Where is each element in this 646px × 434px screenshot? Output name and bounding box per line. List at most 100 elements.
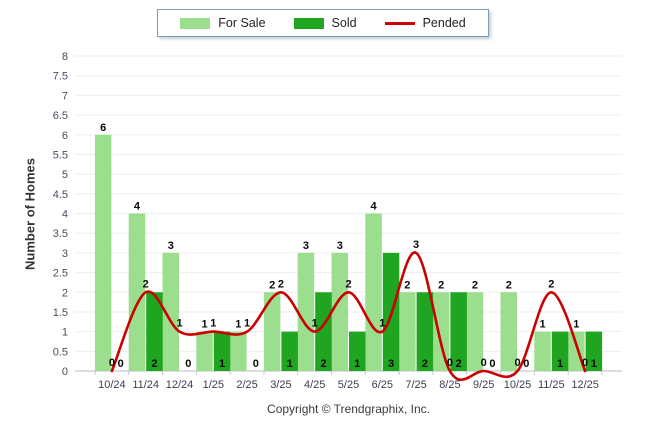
value-label-for-sale: 3 [337,240,343,252]
x-axis-label: 12/24 [166,379,194,391]
value-label-for-sale: 3 [168,240,174,252]
bar-sold[interactable] [349,331,366,371]
value-label-for-sale: 2 [404,279,410,291]
bar-sold[interactable] [551,331,569,371]
value-label-for-sale: 2 [472,279,478,291]
bar-sold[interactable] [213,331,231,371]
x-axis-label: 11/25 [538,379,565,391]
value-label-sold: 1 [287,358,293,370]
bar-sold[interactable] [315,292,332,371]
value-label-pended: 3 [413,239,419,251]
value-label-sold: 2 [320,358,326,370]
bar-for-sale[interactable] [399,292,416,371]
value-label-for-sale: 3 [303,240,309,252]
bar-for-sale[interactable] [365,213,382,372]
y-tick-label: 6 [62,130,68,142]
bar-for-sale[interactable] [331,252,349,371]
bar-for-sale[interactable] [196,331,213,371]
bar-for-sale[interactable] [162,252,180,371]
y-tick-label: 2 [62,287,68,299]
value-label-for-sale: 4 [370,201,377,213]
value-label-sold: 2 [422,358,428,370]
value-label-pended: 0 [582,357,588,369]
value-label-pended: 0 [447,357,453,369]
y-tick-label: 3.5 [53,228,68,240]
value-label-sold: 1 [557,358,563,370]
legend-item-sold[interactable]: Sold [293,16,357,30]
bar-for-sale[interactable] [500,292,518,371]
x-axis-label: 9/25 [473,379,494,391]
bar-for-sale[interactable] [534,331,551,371]
value-label-for-sale: 2 [506,279,512,291]
value-label-sold: 1 [354,358,360,370]
bar-for-sale[interactable] [128,213,146,372]
value-label-sold: 2 [151,358,157,370]
value-label-for-sale: 1 [235,319,241,331]
y-tick-label: 1.5 [53,307,68,319]
value-label-sold: 0 [118,358,124,370]
bar-sold[interactable] [585,331,603,371]
bar-for-sale[interactable] [230,331,247,371]
pended-line-swatch-icon [384,21,415,25]
value-label-for-sale: 4 [134,201,141,213]
y-tick-label: 1 [62,327,68,339]
value-label-pended: 1 [176,318,182,330]
bar-sold[interactable] [281,331,298,371]
value-label-pended: 1 [312,318,318,330]
x-axis-label: 11/24 [132,379,159,391]
value-label-for-sale: 6 [100,122,106,134]
x-axis-label: 1/25 [203,379,224,391]
y-tick-label: 0 [62,366,68,378]
bar-sold[interactable] [450,292,467,371]
x-axis-label: 4/25 [304,379,325,391]
copyright-text: Copyright © Trendgraphix, Inc. [267,402,430,416]
x-axis-label: 5/25 [338,379,359,391]
value-label-for-sale: 1 [573,319,579,331]
sold-swatch-icon [293,17,324,29]
x-axis-label: 12/25 [571,379,599,391]
bar-sold[interactable] [146,292,163,371]
x-axis-label: 8/25 [439,379,460,391]
x-axis-label: 10/25 [504,379,532,391]
value-label-pended: 0 [481,357,487,369]
bar-for-sale[interactable] [297,252,315,371]
legend-item-for-sale[interactable]: For Sale [180,16,266,30]
bar-for-sale[interactable] [466,292,484,371]
value-label-pended: 1 [210,318,216,330]
value-label-pended: 0 [109,357,115,369]
value-label-sold: 0 [253,358,259,370]
value-label-pended: 2 [278,278,284,290]
y-tick-label: 6.5 [53,110,68,122]
value-label-pended: 2 [548,278,554,290]
value-label-pended: 0 [514,357,520,369]
legend-label-for-sale: For Sale [218,16,266,30]
value-label-sold: 0 [185,358,191,370]
pended-line[interactable] [110,251,587,381]
value-label-sold: 0 [489,358,495,370]
bar-for-sale[interactable] [94,134,112,371]
bar-sold[interactable] [416,292,434,371]
value-label-pended: 2 [143,278,149,290]
x-axis-label: 6/25 [372,379,393,391]
x-axis-label: 3/25 [270,379,291,391]
value-label-pended: 1 [379,318,385,330]
bar-for-sale[interactable] [263,292,281,371]
value-label-sold: 1 [591,358,597,370]
bar-for-sale[interactable] [432,292,450,371]
y-tick-label: 3 [62,248,68,260]
legend: For Sale Sold Pended [0,9,646,37]
x-axis-label: 7/25 [405,379,426,391]
x-axis-label: 2/25 [236,379,257,391]
y-tick-label: 2.5 [53,268,68,280]
value-label-sold: 2 [456,358,462,370]
value-label-for-sale: 1 [201,319,207,331]
value-label-for-sale: 1 [539,319,545,331]
y-tick-label: 7.5 [53,71,68,83]
value-label-sold: 1 [219,358,225,370]
for-sale-swatch-icon [180,17,211,29]
y-tick-label: 8 [62,51,68,63]
y-tick-label: 4 [62,209,68,221]
legend-item-pended[interactable]: Pended [384,16,466,30]
